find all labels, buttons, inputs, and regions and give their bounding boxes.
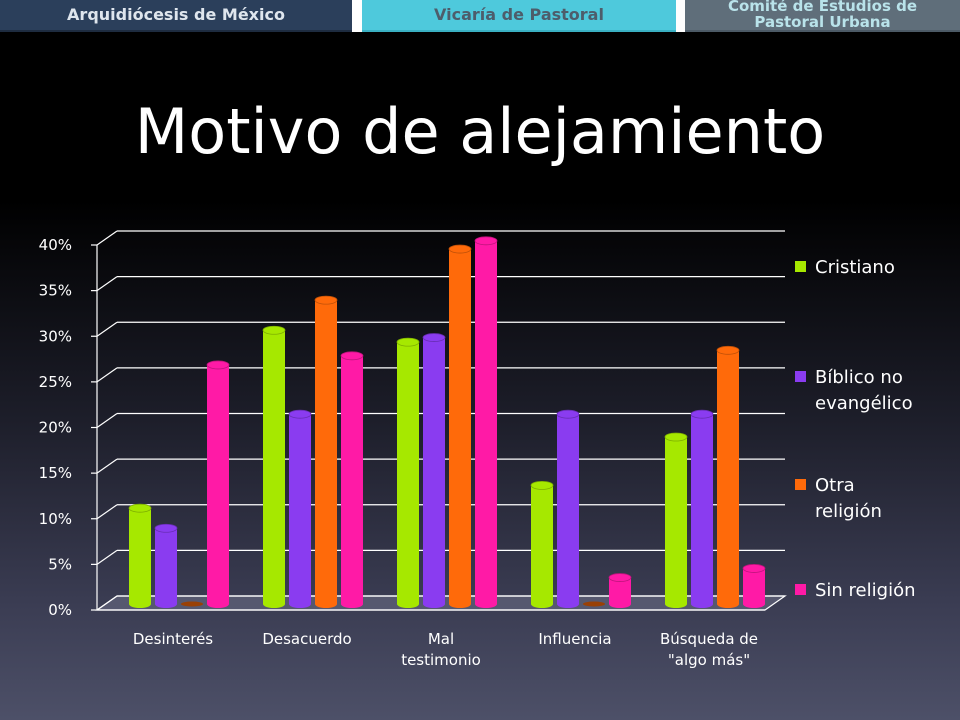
bar [475, 240, 497, 608]
committee-banner-line-1: Comité de Estudios de [727, 0, 918, 16]
legend-swatch [795, 261, 806, 272]
banner-divider [676, 0, 685, 32]
bar [557, 414, 579, 608]
bar [423, 337, 445, 608]
legend-label: Otra religión [815, 473, 940, 525]
bar-top [690, 409, 714, 419]
committee-banner-line-2: Pastoral Urbana [754, 13, 891, 31]
bar [341, 355, 363, 608]
archdiocese-banner: Arquidiócesis de México [0, 0, 352, 32]
gridline-depth [96, 367, 118, 383]
bar [717, 350, 739, 608]
bar-chart: 0% 5% 10% 15% 20% 25% 30% 35% 40% [39, 230, 787, 619]
gridline-depth [96, 504, 118, 520]
legend-label-line: evangélico [815, 393, 913, 414]
legend-swatch [795, 584, 806, 595]
banner-divider [352, 0, 362, 32]
x-tick-label-line: Búsqueda de [659, 630, 759, 648]
committee-banner: Comité de Estudios de Pastoral Urbana [685, 0, 960, 32]
legend-item: Sin religión [795, 578, 955, 604]
bar [691, 414, 713, 608]
bar [207, 364, 229, 608]
x-tick-label-line: Desacuerdo [262, 630, 352, 648]
bar [263, 330, 285, 608]
legend-item: Cristiano [795, 255, 955, 281]
x-tick-label: Desinterés [106, 629, 240, 650]
bar [155, 528, 177, 608]
x-tick-label: Influencia [508, 629, 642, 650]
bar-top [448, 244, 472, 254]
bar [449, 249, 471, 608]
x-tick-label: Desacuerdo [240, 629, 374, 650]
y-tick-label: 10% [39, 510, 72, 528]
bar-top [206, 360, 230, 370]
bar-top [608, 573, 632, 582]
gridline-depth [96, 595, 118, 611]
y-tick-label: 30% [39, 327, 72, 345]
y-tick-label: 25% [39, 373, 72, 391]
gridline-depth [96, 458, 118, 474]
bar-top [422, 333, 446, 342]
bar-top [314, 295, 338, 305]
bar [315, 300, 337, 608]
gridline-depth [96, 230, 118, 246]
x-tick-label: Búsqueda de "algo más" [642, 629, 776, 671]
legend-label: Cristiano [815, 255, 940, 281]
x-tick-label: Mal testimonio [374, 629, 508, 671]
legend-label-line: religión [815, 501, 882, 522]
legend-item: Bíblico no evangélico [795, 365, 955, 417]
x-tick-label-line: Desinterés [132, 630, 214, 648]
vicaria-banner: Vicaría de Pastoral [362, 0, 676, 32]
legend-item: Otra religión [795, 473, 955, 525]
bar-top [340, 351, 364, 361]
bar-zero [583, 601, 605, 607]
bar-top [288, 409, 312, 419]
legend-label: Sin religión [815, 578, 940, 604]
bar-top [474, 236, 498, 246]
bar-top [396, 337, 420, 347]
gridline-depth [96, 321, 118, 337]
legend-label: Bíblico no evangélico [815, 365, 940, 417]
legend-label-line: Sin religión [815, 580, 916, 601]
bar-top [716, 345, 740, 355]
legend-label-line: Cristiano [815, 257, 895, 278]
bar-top [154, 523, 178, 533]
y-tick-label: 35% [39, 282, 72, 300]
y-tick-label: 20% [39, 419, 72, 437]
committee-banner-text: Comité de Estudios de Pastoral Urbana [728, 0, 917, 31]
bar [531, 485, 553, 608]
bar-top [556, 409, 580, 419]
bar-top [530, 480, 554, 490]
gridline-depth [96, 413, 118, 428]
bar-top [262, 325, 286, 335]
bar-top [664, 432, 688, 442]
y-tick-label: 5% [48, 555, 72, 573]
bar [665, 437, 687, 608]
y-tick-label: 0% [48, 601, 72, 619]
bar-zero [181, 601, 203, 607]
vicaria-banner-text: Vicaría de Pastoral [434, 4, 604, 24]
y-tick-label: 40% [39, 236, 72, 254]
x-tick-label-line: Influencia [538, 630, 612, 648]
bar-top [128, 503, 152, 513]
x-tick-label-line: "algo más" [667, 651, 751, 669]
x-tick-label-line: testimonio [401, 651, 481, 669]
gridline-depth [96, 276, 118, 292]
legend-swatch [795, 479, 806, 490]
archdiocese-banner-text: Arquidiócesis de México [67, 4, 285, 24]
y-tick-label: 15% [39, 464, 72, 482]
legend-swatch [795, 371, 806, 382]
legend-label-line: Bíblico no [815, 367, 903, 388]
bar-top [742, 564, 766, 573]
bar [743, 568, 765, 608]
bar [289, 414, 311, 608]
bar [129, 508, 151, 608]
legend-label-line: Otra [815, 475, 855, 496]
bar [609, 577, 631, 608]
slide-title: Motivo de alejamiento [134, 95, 826, 168]
gridline-depth [96, 549, 118, 565]
bar [397, 342, 419, 608]
x-tick-label-line: Mal [427, 630, 455, 648]
